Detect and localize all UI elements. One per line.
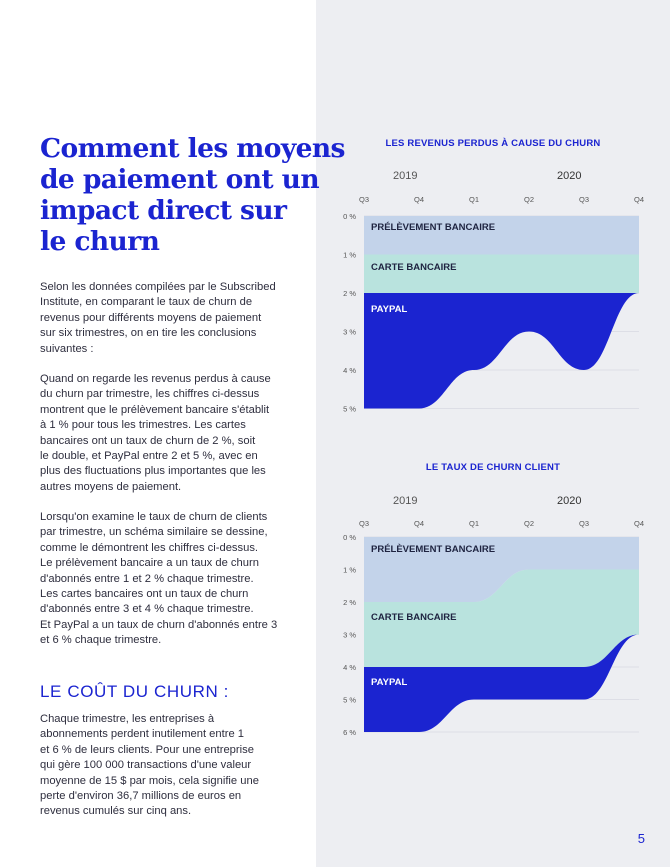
revenue-churn-chart: 2019 2020 Q3 Q4 Q1 Q2 Q3 Q4 0 % 1 % 2 % 3 % 4 % 5 % PR… xyxy=(343,170,644,414)
x-tick-label: Q3 xyxy=(579,195,589,204)
intro-paragraph: Selon les données compilées par le Subsc… xyxy=(40,280,302,357)
y-tick-label: 3 % xyxy=(343,328,356,337)
text-line: suivantes : xyxy=(40,342,94,355)
title-line: Comment les moyens xyxy=(40,133,345,164)
y-tick-label: 3 % xyxy=(343,631,356,640)
text-line: Et PayPal a un taux de churn d'abonnés e… xyxy=(40,618,278,631)
y-tick-label: 4 % xyxy=(343,663,356,672)
text-line: revenus cumulés sur cinq ans. xyxy=(40,805,192,818)
year-label: 2019 xyxy=(393,495,417,507)
x-tick-label: Q4 xyxy=(414,195,424,204)
series-label: CARTE BANCAIRE xyxy=(371,612,457,623)
text-line: moyenne de 15 $ par mois, cela signifie … xyxy=(40,774,259,787)
x-tick-label: Q4 xyxy=(634,519,644,528)
series-label: PRÉLÈVEMENT BANCAIRE xyxy=(371,544,495,555)
text-line: du churn par trimestre, les chiffres ci-… xyxy=(40,388,260,401)
x-tick-label: Q3 xyxy=(359,519,369,528)
series-label: PAYPAL xyxy=(371,677,407,688)
text-line: comme le démontrent les chiffres ci-dess… xyxy=(40,541,259,554)
y-tick-label: 2 % xyxy=(343,598,356,607)
customer-churn-paragraph: Lorsqu'on examine le taux de churn de cl… xyxy=(40,510,302,649)
series-label: PRÉLÈVEMENT BANCAIRE xyxy=(371,222,495,233)
y-tick-label: 4 % xyxy=(343,366,356,375)
text-line: Chaque trimestre, les entreprises à xyxy=(40,713,215,725)
chart-title-revenue: LES REVENUS PERDUS À CAUSE DU CHURN xyxy=(385,138,601,149)
chart-title-customers: LE TAUX DE CHURN CLIENT xyxy=(425,462,561,473)
page-title: Comment les moyens de paiement ont un im… xyxy=(40,133,345,257)
text-line: d'abonnés entre 3 et 4 % chaque trimestr… xyxy=(40,603,254,616)
text-line: autres moyens de paiement. xyxy=(40,480,182,493)
area-paypal xyxy=(364,634,639,732)
revenue-paragraph: Quand on regarde les revenus perdus à ca… xyxy=(40,372,302,495)
text-line: Selon les données compilées par le Subsc… xyxy=(40,281,276,293)
cost-paragraph: Chaque trimestre, les entreprises à abon… xyxy=(40,712,302,820)
x-tick-label: Q1 xyxy=(469,519,479,528)
year-label: 2020 xyxy=(557,495,581,507)
area-pr-l-vement-bancaire xyxy=(364,537,639,602)
y-tick-label: 0 % xyxy=(343,533,356,542)
area-carte-bancaire xyxy=(364,569,639,667)
text-line: et 6 % chaque trimestre. xyxy=(40,634,162,647)
page-number: 5 xyxy=(637,831,645,846)
y-tick-label: 2 % xyxy=(343,289,356,298)
x-tick-label: Q2 xyxy=(524,519,534,528)
y-tick-label: 5 % xyxy=(343,696,356,705)
text-line: plus des fluctuations plus importantes q… xyxy=(40,465,266,478)
text-line: par trimestre, un schéma similaire se de… xyxy=(40,526,268,539)
x-tick-label: Q4 xyxy=(414,519,424,528)
text-line: Le prélèvement bancaire a un taux de chu… xyxy=(40,557,259,570)
text-line: perte d'environ 36,7 millions de euros e… xyxy=(40,790,242,803)
series-label: CARTE BANCAIRE xyxy=(371,262,457,273)
x-tick-label: Q1 xyxy=(469,195,479,204)
text-line: qui gère 100 000 transactions d'une vale… xyxy=(40,759,252,772)
title-line: de paiement ont un xyxy=(40,164,320,195)
area-carte-bancaire xyxy=(364,254,639,293)
section-heading: LE COÛT DU CHURN : xyxy=(40,682,230,701)
y-tick-label: 5 % xyxy=(343,405,356,414)
text-line: d'abonnés entre 1 et 2 % chaque trimestr… xyxy=(40,572,254,585)
x-tick-label: Q2 xyxy=(524,195,534,204)
text-line: Les cartes bancaires ont un taux de chur… xyxy=(40,588,249,601)
text-line: revenus pour différents moyens de paieme… xyxy=(40,311,262,324)
x-tick-label: Q3 xyxy=(359,195,369,204)
text-line: Institute, en comparant le taux de churn… xyxy=(40,296,253,309)
title-line: le churn xyxy=(40,226,160,257)
x-tick-label: Q3 xyxy=(579,519,589,528)
area-pr-l-vement-bancaire xyxy=(364,216,639,255)
text-line: sur six trimestres, on en tire les concl… xyxy=(40,327,257,340)
x-tick-label: Q4 xyxy=(634,195,644,204)
text-line: Lorsqu'on examine le taux de churn de cl… xyxy=(40,511,268,523)
text-line: abonnements perdent inutilement entre 1 xyxy=(40,728,244,741)
text-line: bancaires ont un taux de churn de 2 %, s… xyxy=(40,434,256,447)
year-label: 2019 xyxy=(393,170,417,182)
text-line: le double, et PayPal entre 2 et 5 %, ave… xyxy=(40,450,258,463)
title-line: impact direct sur xyxy=(40,195,287,226)
text-line: Quand on regarde les revenus perdus à ca… xyxy=(40,373,271,385)
y-tick-label: 6 % xyxy=(343,728,356,737)
text-line: et 6 % de leurs clients. Pour une entrep… xyxy=(40,743,254,756)
customer-churn-chart: 2019 2020 Q3 Q4 Q1 Q2 Q3 Q4 0 % 1 % 2 % 3 % 4 % 5 % 6 … xyxy=(343,495,644,737)
series-label: PAYPAL xyxy=(371,304,407,315)
y-tick-label: 1 % xyxy=(343,566,356,575)
y-tick-label: 0 % xyxy=(343,212,356,221)
text-line: à 1 % pour tous les trimestres. Les cart… xyxy=(40,419,246,432)
text-line: montrent que le prélèvement bancaire s'é… xyxy=(40,403,270,416)
y-tick-label: 1 % xyxy=(343,251,356,260)
area-paypal xyxy=(364,293,639,409)
year-label: 2020 xyxy=(557,170,581,182)
